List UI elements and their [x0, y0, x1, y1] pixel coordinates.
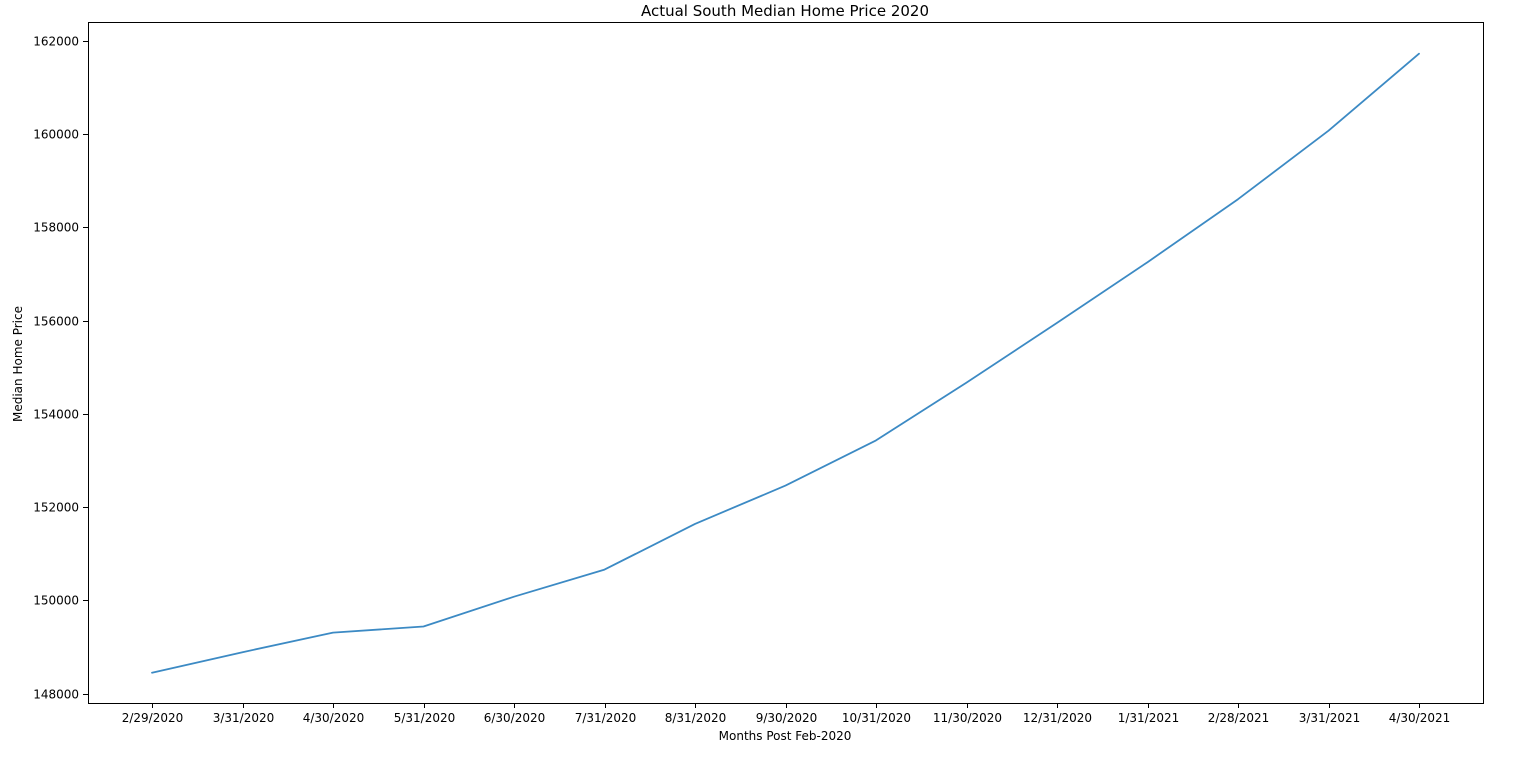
x-tick-label: 9/30/2020 — [756, 711, 818, 725]
x-tick-label: 2/28/2021 — [1208, 711, 1270, 725]
plot-area-frame — [88, 22, 1484, 704]
y-tick-label: 154000 — [33, 408, 79, 422]
y-tick-label: 156000 — [33, 315, 79, 329]
chart-title: Actual South Median Home Price 2020 — [641, 2, 929, 20]
x-tick-label: 11/30/2020 — [933, 711, 1002, 725]
y-axis-label: Median Home Price — [11, 306, 25, 422]
x-tick-label: 2/29/2020 — [122, 711, 184, 725]
x-tick-label: 7/31/2020 — [575, 711, 637, 725]
y-tick-label: 160000 — [33, 128, 79, 142]
y-tick-label: 148000 — [33, 688, 79, 702]
y-axis: 148000 150000 152000 154000 156000 158000 1600… — [33, 35, 88, 702]
x-tick-label: 6/30/2020 — [484, 711, 546, 725]
x-tick-label: 3/31/2021 — [1299, 711, 1361, 725]
x-axis-label: Months Post Feb-2020 — [719, 729, 852, 743]
y-tick-label: 152000 — [33, 501, 79, 515]
x-tick-label: 4/30/2020 — [303, 711, 365, 725]
x-tick-label: 10/31/2020 — [842, 711, 911, 725]
y-tick-label: 162000 — [33, 35, 79, 49]
x-axis: 2/29/2020 3/31/2020 4/30/2020 5/31/2020 6/30… — [122, 703, 1451, 725]
y-tick-label: 150000 — [33, 594, 79, 608]
series-line-median-home-price — [151, 52, 1420, 674]
y-tick-label: 158000 — [33, 221, 79, 235]
x-tick-label: 3/31/2020 — [213, 711, 275, 725]
x-tick-label: 12/31/2020 — [1023, 711, 1092, 725]
x-tick-label: 5/31/2020 — [394, 711, 456, 725]
x-tick-label: 4/30/2021 — [1389, 711, 1451, 725]
x-tick-label: 8/31/2020 — [665, 711, 727, 725]
x-tick-label: 1/31/2021 — [1118, 711, 1180, 725]
